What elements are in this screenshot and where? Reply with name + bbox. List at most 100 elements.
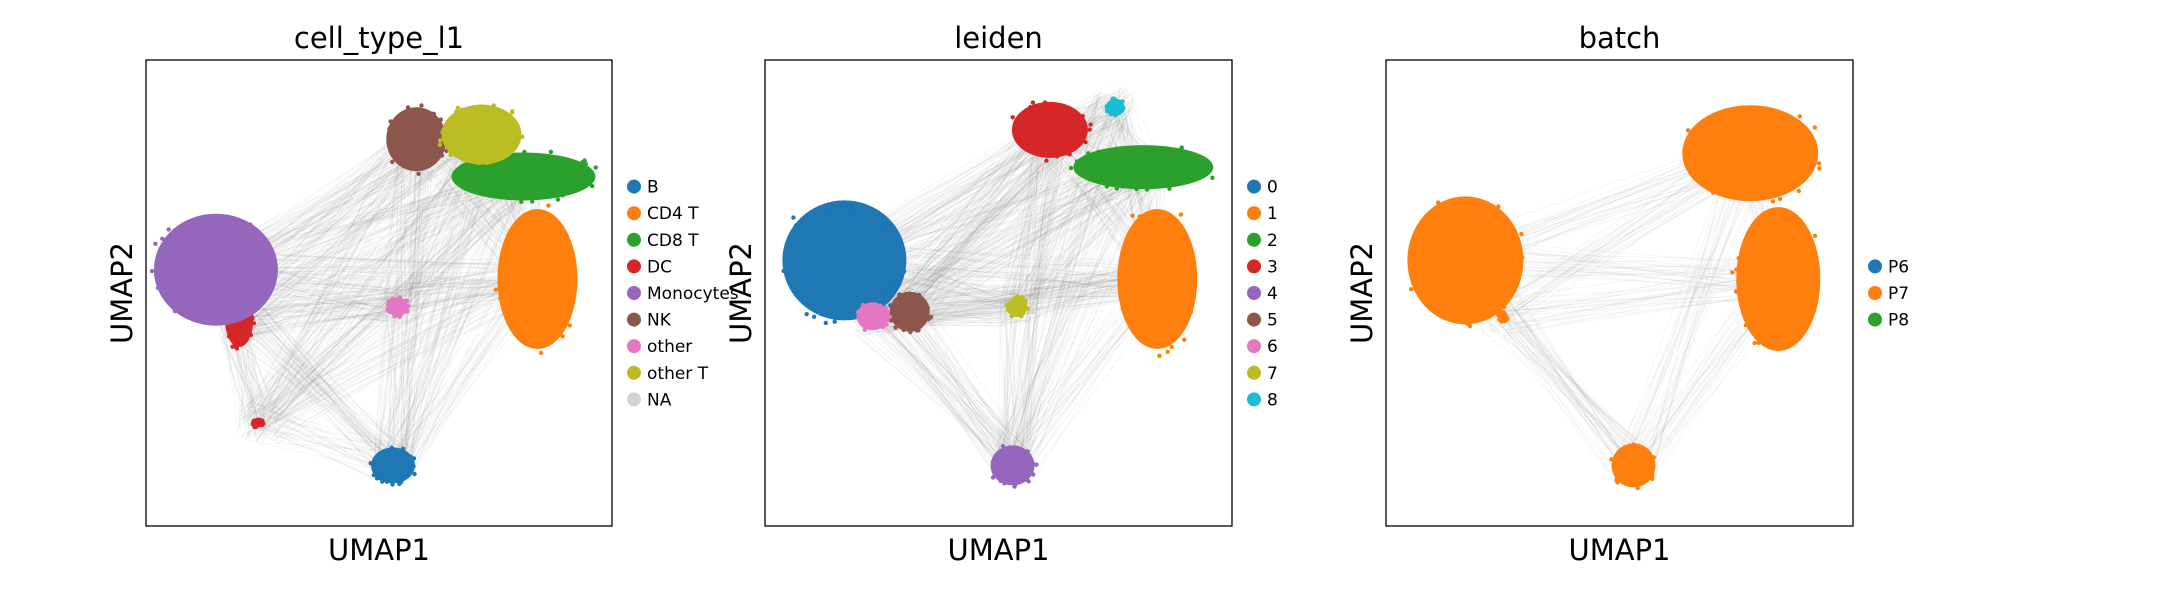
cell-point xyxy=(387,126,392,131)
cell-point xyxy=(390,482,395,487)
cell-point xyxy=(878,303,883,308)
graph-edge xyxy=(274,307,384,434)
graph-edge xyxy=(393,193,538,292)
legend-label: B xyxy=(647,178,659,198)
graph-edge xyxy=(398,134,419,463)
cell-point xyxy=(1169,344,1174,350)
graph-edge xyxy=(1024,138,1033,311)
graph-edge xyxy=(406,153,419,290)
graph-edge xyxy=(1644,153,1757,483)
graph-edge xyxy=(1008,133,1057,449)
cell-point xyxy=(1499,319,1504,324)
graph-edge xyxy=(380,179,510,296)
graph-edge xyxy=(1484,323,1651,450)
graph-edge xyxy=(253,126,492,308)
cell-point xyxy=(1756,340,1761,345)
graph-edge xyxy=(256,148,481,406)
cell-point xyxy=(793,223,799,228)
cell-point xyxy=(559,321,564,326)
cell-point xyxy=(1022,300,1027,306)
graph-edge xyxy=(407,313,412,452)
graph-edge xyxy=(1492,164,1744,325)
graph-edge xyxy=(258,303,396,465)
graph-edge xyxy=(225,274,538,322)
graph-edge xyxy=(1637,154,1732,448)
graph-edge xyxy=(1003,167,1154,325)
graph-edge xyxy=(1006,301,1009,446)
graph-edge xyxy=(247,174,519,435)
cell-point xyxy=(1774,113,1780,118)
cell-point xyxy=(454,109,459,114)
cell-point xyxy=(1812,125,1818,130)
graph-edge xyxy=(255,425,392,486)
graph-edge xyxy=(1490,170,1750,305)
graph-edge xyxy=(1005,166,1144,463)
graph-edge xyxy=(890,258,1163,309)
cell-point xyxy=(1004,303,1009,308)
graph-edge xyxy=(392,122,400,451)
graph-edge xyxy=(247,319,409,425)
graph-edge xyxy=(1497,317,1646,470)
graph-edge xyxy=(1026,178,1137,462)
graph-edge xyxy=(400,192,539,324)
cell-point xyxy=(1129,234,1134,240)
graph-edge xyxy=(251,290,409,418)
cell-point xyxy=(397,314,402,319)
cell-point xyxy=(440,130,445,135)
graph-edge xyxy=(865,165,1137,313)
graph-edge xyxy=(232,191,540,319)
graph-edge xyxy=(227,324,394,451)
cell-point xyxy=(154,273,159,278)
cell-point xyxy=(1210,175,1215,180)
graph-edge xyxy=(378,128,416,459)
graph-edge xyxy=(274,116,465,435)
graph-edge xyxy=(219,266,534,311)
cell-point xyxy=(1030,461,1036,466)
graph-edge xyxy=(1014,111,1135,299)
graph-edge xyxy=(863,304,1008,475)
graph-edge xyxy=(898,171,1125,327)
cell-point xyxy=(811,314,817,319)
graph-edge xyxy=(1032,183,1157,310)
graph-edge xyxy=(1026,175,1146,480)
graph-edge xyxy=(231,259,542,276)
cell-point xyxy=(1185,310,1190,315)
graph-edge xyxy=(244,404,412,449)
legend-label: P6 xyxy=(1888,257,1909,277)
graph-edge xyxy=(910,311,1021,449)
graph-edge xyxy=(396,145,493,469)
cell-point xyxy=(260,422,265,428)
cell-point xyxy=(1065,151,1071,156)
graph-edge xyxy=(1019,325,1030,465)
graph-edge xyxy=(253,292,398,409)
graph-edge xyxy=(877,159,1146,309)
graph-edge xyxy=(864,308,1018,460)
graph-edge xyxy=(921,147,1052,326)
graph-edge xyxy=(248,129,501,309)
cell-point xyxy=(1638,444,1643,450)
graph-edge xyxy=(910,177,1164,320)
graph-edge xyxy=(924,308,1021,328)
graph-edge xyxy=(380,146,402,288)
graph-edge xyxy=(1007,119,1063,458)
panel-3: batch UMAP1 UMAP2 P6 P7 P8 xyxy=(1345,21,1909,567)
legend-marker xyxy=(627,206,641,221)
graph-edge xyxy=(1016,136,1067,292)
cell-point xyxy=(1025,449,1030,454)
cell-point xyxy=(384,479,390,484)
graph-edge xyxy=(1032,170,1145,325)
cell-point xyxy=(522,149,527,155)
cell-point xyxy=(1010,115,1015,120)
graph-edge xyxy=(881,319,999,464)
cluster-p7 xyxy=(1682,105,1819,202)
cell-point xyxy=(1759,214,1764,219)
graph-edge xyxy=(229,288,403,482)
graph-edge xyxy=(880,332,994,455)
legend-marker xyxy=(1868,312,1882,327)
graph-edge xyxy=(407,172,514,462)
graph-edge xyxy=(907,170,1129,312)
graph-edge xyxy=(257,291,382,406)
graph-edge xyxy=(924,289,1139,317)
graph-edge xyxy=(1505,299,1642,466)
graph-edge xyxy=(251,184,508,319)
